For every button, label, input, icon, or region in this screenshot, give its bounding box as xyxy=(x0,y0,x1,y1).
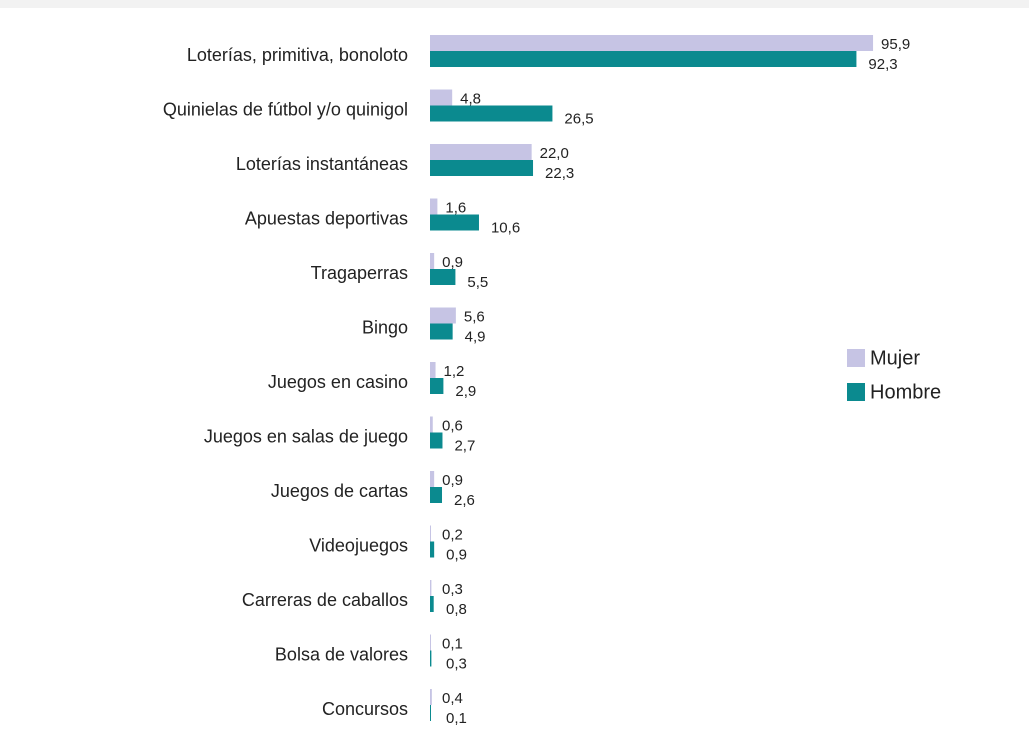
value-label: 4,9 xyxy=(465,328,486,345)
category-label: Apuestas deportivas xyxy=(245,208,408,228)
value-label: 0,6 xyxy=(442,417,463,434)
value-label: 0,1 xyxy=(442,635,463,652)
value-label: 0,3 xyxy=(442,581,463,598)
value-label: 5,6 xyxy=(464,308,485,325)
bar xyxy=(430,705,431,721)
bar xyxy=(430,596,434,612)
legend-label: Mujer xyxy=(870,347,920,369)
bar xyxy=(430,198,438,215)
legend-swatch xyxy=(847,383,865,401)
value-label: 0,2 xyxy=(442,526,463,543)
bar xyxy=(430,51,857,67)
value-label: 2,6 xyxy=(454,492,475,509)
value-label: 1,2 xyxy=(444,363,465,380)
category-label: Tragaperras xyxy=(311,263,408,283)
category-label: Juegos en salas de juego xyxy=(204,426,408,446)
value-label: 1,6 xyxy=(445,199,466,216)
bar xyxy=(430,89,453,106)
bar xyxy=(430,416,433,433)
value-label: 26,5 xyxy=(564,110,593,127)
category-label: Concursos xyxy=(322,699,408,719)
category-label: Videojuegos xyxy=(309,535,408,555)
value-label: 0,8 xyxy=(446,601,467,618)
bar xyxy=(430,580,432,596)
value-label: 0,9 xyxy=(446,546,467,563)
legend-label: Hombre xyxy=(870,381,941,403)
legend-swatch xyxy=(847,349,865,367)
bar xyxy=(430,214,479,231)
bar xyxy=(430,650,432,667)
value-label: 0,9 xyxy=(442,472,463,489)
value-label: 95,9 xyxy=(881,36,910,53)
bar xyxy=(430,269,456,285)
category-label: Loterías instantáneas xyxy=(236,154,408,174)
value-label: 4,8 xyxy=(460,90,481,107)
bar xyxy=(430,323,453,340)
category-label: Carreras de caballos xyxy=(242,590,408,610)
bar xyxy=(430,689,432,705)
bar xyxy=(430,160,534,176)
bar xyxy=(430,253,435,269)
bar xyxy=(430,105,553,122)
bar xyxy=(430,144,532,160)
category-label: Quinielas de fútbol y/o quinigol xyxy=(163,99,408,119)
category-label: Bingo xyxy=(362,317,408,337)
bar xyxy=(430,432,443,449)
bar xyxy=(430,525,431,542)
top-band xyxy=(0,0,1029,8)
bar xyxy=(430,487,443,503)
bar xyxy=(430,541,435,558)
value-label: 5,5 xyxy=(467,274,488,291)
bar xyxy=(430,634,431,651)
value-label: 0,9 xyxy=(442,254,463,271)
category-label: Loterías, primitiva, bonoloto xyxy=(187,45,408,65)
category-label: Juegos de cartas xyxy=(271,481,408,501)
bar xyxy=(430,35,874,51)
bar xyxy=(430,471,435,487)
value-label: 92,3 xyxy=(868,56,897,73)
bar xyxy=(430,378,444,394)
value-label: 10,6 xyxy=(491,219,520,236)
value-label: 0,3 xyxy=(446,655,467,672)
value-label: 2,7 xyxy=(454,437,475,454)
bar xyxy=(430,362,436,378)
value-label: 22,3 xyxy=(545,165,574,182)
category-label: Bolsa de valores xyxy=(275,644,408,664)
value-label: 22,0 xyxy=(540,145,569,162)
value-label: 2,9 xyxy=(455,383,476,400)
value-label: 0,4 xyxy=(442,690,463,707)
bar xyxy=(430,307,456,324)
category-label: Juegos en casino xyxy=(268,372,408,392)
value-label: 0,1 xyxy=(446,710,467,727)
